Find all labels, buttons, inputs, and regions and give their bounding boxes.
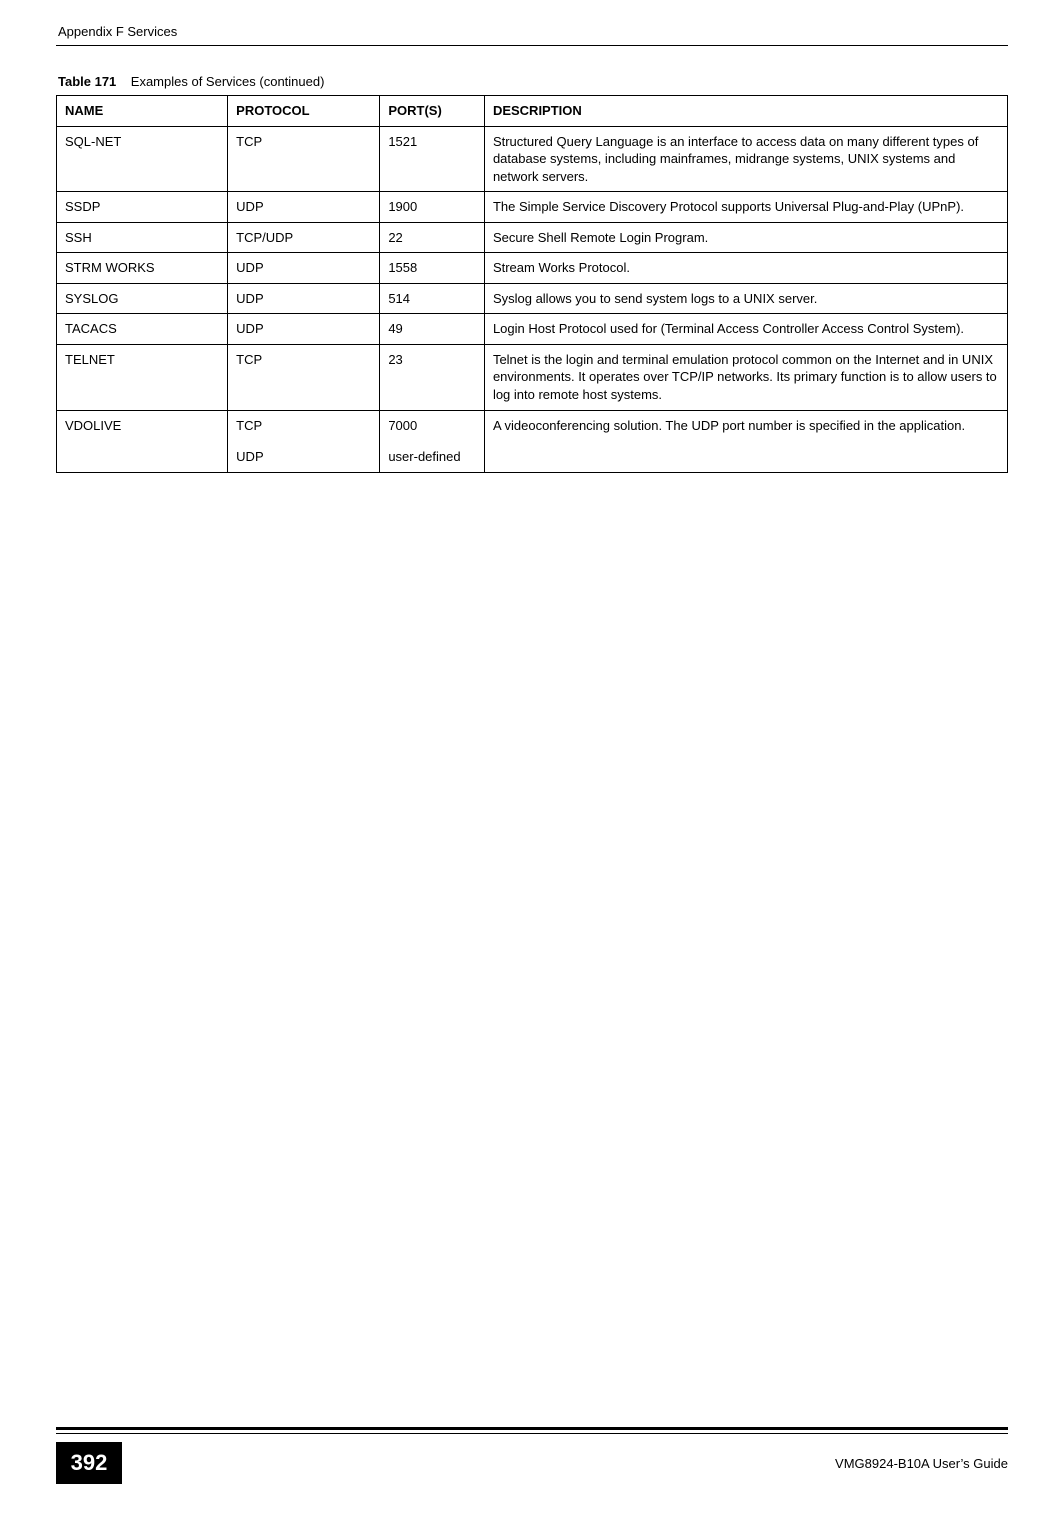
page-footer: 392 VMG8924-B10A User’s Guide: [0, 1427, 1064, 1484]
cell-name: SSDP: [57, 192, 228, 223]
table-caption: Table 171 Examples of Services (continue…: [56, 74, 1008, 89]
cell-ports: 23: [380, 344, 485, 410]
cell-protocol: TCP: [228, 126, 380, 192]
footer-rule-thick: [56, 1427, 1008, 1430]
footer-rule-thin: [56, 1433, 1008, 1434]
table-row: SYSLOG UDP 514 Syslog allows you to send…: [57, 283, 1008, 314]
table-row: TELNET TCP 23 Telnet is the login and te…: [57, 344, 1008, 410]
cell-protocol: TCP/UDP: [228, 222, 380, 253]
cell-protocol: UDP: [228, 314, 380, 345]
cell-ports: 514: [380, 283, 485, 314]
cell-name: VDOLIVE: [57, 410, 228, 472]
cell-name: TACACS: [57, 314, 228, 345]
table-caption-label: Table 171: [58, 74, 116, 89]
cell-description: Syslog allows you to send system logs to…: [484, 283, 1007, 314]
cell-protocol-line: TCP: [236, 417, 371, 435]
cell-description: Structured Query Language is an interfac…: [484, 126, 1007, 192]
cell-description: The Simple Service Discovery Protocol su…: [484, 192, 1007, 223]
cell-description: Stream Works Protocol.: [484, 253, 1007, 284]
cell-ports: 7000 user-defined: [380, 410, 485, 472]
col-description: DESCRIPTION: [484, 96, 1007, 127]
cell-protocol: TCP UDP: [228, 410, 380, 472]
guide-name: VMG8924-B10A User’s Guide: [835, 1456, 1008, 1471]
cell-ports: 1900: [380, 192, 485, 223]
cell-name: SQL-NET: [57, 126, 228, 192]
cell-name: STRM WORKS: [57, 253, 228, 284]
cell-protocol: UDP: [228, 253, 380, 284]
table-row: TACACS UDP 49 Login Host Protocol used f…: [57, 314, 1008, 345]
cell-name: TELNET: [57, 344, 228, 410]
table-row: STRM WORKS UDP 1558 Stream Works Protoco…: [57, 253, 1008, 284]
table-header-row: NAME PROTOCOL PORT(S) DESCRIPTION: [57, 96, 1008, 127]
cell-ports: 49: [380, 314, 485, 345]
table-row: SSDP UDP 1900 The Simple Service Discove…: [57, 192, 1008, 223]
cell-description: A videoconferencing solution. The UDP po…: [484, 410, 1007, 472]
cell-protocol: TCP: [228, 344, 380, 410]
cell-description: Telnet is the login and terminal emulati…: [484, 344, 1007, 410]
table-row: VDOLIVE TCP UDP 7000 user-defined A vide…: [57, 410, 1008, 472]
table-row: SQL-NET TCP 1521 Structured Query Langua…: [57, 126, 1008, 192]
cell-ports: 22: [380, 222, 485, 253]
cell-name: SSH: [57, 222, 228, 253]
cell-description: Login Host Protocol used for (Terminal A…: [484, 314, 1007, 345]
cell-ports-line: user-defined: [388, 448, 476, 466]
cell-protocol-line: UDP: [236, 448, 371, 466]
cell-name: SYSLOG: [57, 283, 228, 314]
cell-protocol: UDP: [228, 192, 380, 223]
col-name: NAME: [57, 96, 228, 127]
cell-description: Secure Shell Remote Login Program.: [484, 222, 1007, 253]
cell-protocol: UDP: [228, 283, 380, 314]
col-protocol: PROTOCOL: [228, 96, 380, 127]
cell-ports-line: 7000: [388, 417, 476, 435]
header-rule: [56, 45, 1008, 46]
page-number: 392: [56, 1442, 122, 1484]
table-caption-text: Examples of Services (continued): [131, 74, 325, 89]
cell-ports: 1558: [380, 253, 485, 284]
services-table: NAME PROTOCOL PORT(S) DESCRIPTION SQL-NE…: [56, 95, 1008, 473]
col-ports: PORT(S): [380, 96, 485, 127]
cell-ports: 1521: [380, 126, 485, 192]
running-header: Appendix F Services: [56, 24, 1008, 39]
table-row: SSH TCP/UDP 22 Secure Shell Remote Login…: [57, 222, 1008, 253]
